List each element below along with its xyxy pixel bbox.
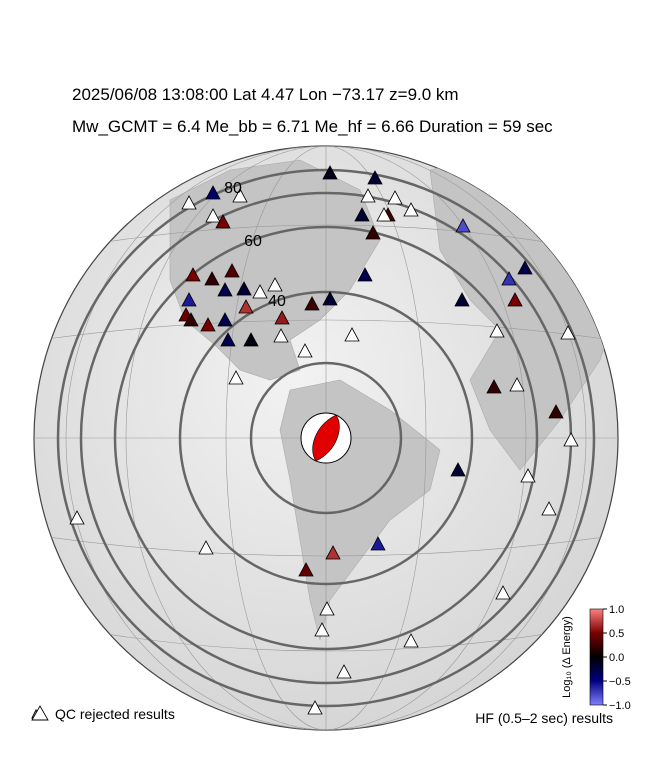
rejected-station — [69, 510, 85, 525]
rejected-station — [560, 325, 576, 340]
distance-ring — [113, 225, 539, 651]
station — [185, 267, 201, 282]
rejected-station — [198, 540, 214, 555]
distance-ring — [56, 168, 596, 708]
rejected-station — [267, 277, 283, 292]
station — [322, 291, 338, 306]
station — [325, 545, 341, 560]
colorbar-ramp — [589, 608, 604, 706]
distance-ring — [249, 361, 403, 515]
station — [486, 379, 502, 394]
distance-ring — [178, 290, 474, 586]
stations — [69, 165, 579, 715]
station — [507, 292, 523, 307]
colorbar-tick-label: 1.0 — [609, 604, 624, 616]
legend-symbol — [31, 705, 49, 721]
station — [217, 282, 233, 297]
station — [217, 312, 233, 327]
station — [370, 536, 386, 551]
rejected-station — [232, 188, 248, 203]
rejected-station — [403, 633, 419, 648]
colorbar: 1.0 0.5 0.0 −0.5 −1.0 Log₁₀ (Δ Energy) — [561, 604, 631, 712]
rejected-station — [403, 202, 419, 217]
ring-label: 60 — [244, 233, 262, 250]
rejected-station — [181, 195, 197, 210]
rejected-station — [205, 208, 221, 223]
rejected-station — [541, 501, 557, 516]
rejected-station — [563, 432, 579, 447]
station — [450, 462, 466, 477]
rejected-station — [319, 601, 335, 616]
rejected-station — [495, 585, 511, 600]
station — [501, 271, 517, 286]
station — [304, 296, 320, 311]
station — [548, 404, 564, 419]
colorbar-tick-label: −0.5 — [609, 676, 631, 688]
rejected-station — [344, 327, 360, 342]
station — [365, 225, 381, 240]
rejected-station — [376, 207, 392, 222]
rejected-station — [360, 188, 376, 203]
station — [322, 165, 338, 180]
station — [354, 207, 370, 222]
station — [454, 292, 470, 307]
station — [183, 312, 199, 327]
colorbar-tick-label: 0.5 — [609, 628, 624, 640]
rejected-station — [314, 622, 330, 637]
header-line2: Mw_GCMT = 6.4 Me_bb = 6.71 Me_hf = 6.66 … — [72, 117, 553, 136]
station — [220, 332, 236, 347]
station — [200, 317, 216, 332]
rejected-station — [252, 284, 268, 299]
rejected-station — [489, 323, 505, 338]
rejected-station — [273, 328, 289, 343]
rejected-station — [307, 700, 323, 715]
station — [298, 562, 314, 577]
rejected-station — [297, 343, 313, 358]
station — [274, 310, 290, 325]
station — [455, 218, 471, 233]
rejected-station — [509, 377, 525, 392]
rejected-station — [336, 664, 352, 679]
beachball-lobe — [312, 414, 340, 462]
station — [205, 185, 221, 200]
ring-label: 40 — [268, 293, 286, 310]
rejected-station — [387, 190, 403, 205]
station — [243, 332, 259, 347]
colorbar-tick-label: 0.0 — [609, 652, 624, 664]
station — [517, 260, 533, 275]
colorbar-tick-label: −1.0 — [609, 700, 631, 712]
station — [236, 281, 252, 296]
rejected-station — [520, 468, 536, 483]
station — [224, 263, 240, 278]
ring-label: 80 — [224, 180, 242, 197]
station — [367, 170, 383, 185]
legend-rejected: QC rejected results — [55, 706, 175, 722]
station — [238, 299, 254, 314]
station — [181, 292, 197, 307]
rejected-station — [228, 370, 244, 385]
station — [204, 271, 220, 286]
colorbar-label: Log₁₀ (Δ Energy) — [561, 616, 573, 698]
header-line1: 2025/06/08 13:08:00 Lat 4.47 Lon −73.17 … — [72, 85, 459, 104]
focal-mechanism — [300, 412, 352, 464]
legend-results: HF (0.5–2 sec) results — [475, 710, 613, 726]
station — [357, 267, 373, 282]
